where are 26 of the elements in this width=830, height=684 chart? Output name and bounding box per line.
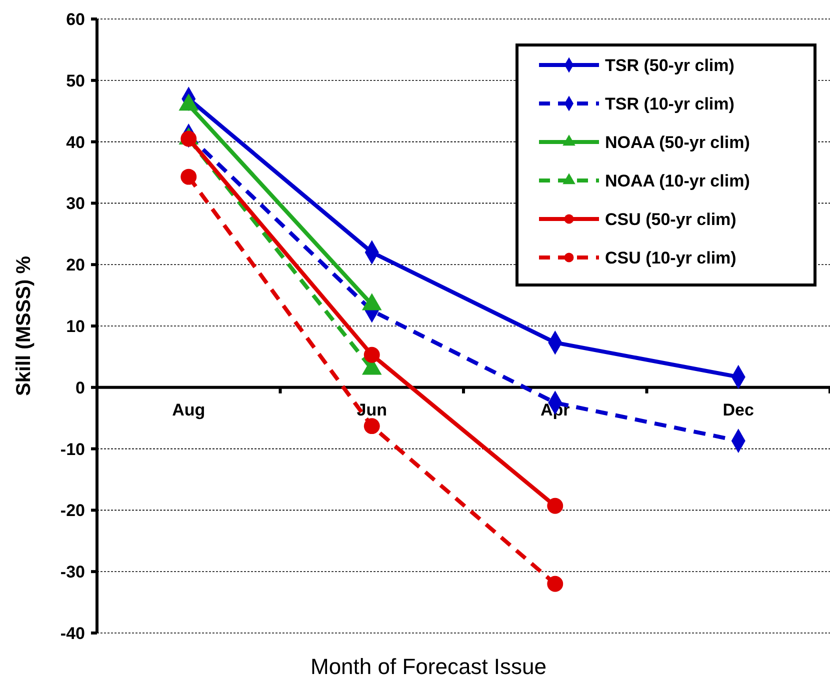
- x-tick-label: Dec: [722, 400, 754, 420]
- y-tick-label: 10: [66, 316, 85, 336]
- legend-label: TSR (50-yr clim): [605, 56, 734, 75]
- y-tick-label: 30: [66, 194, 85, 214]
- legend-label: NOAA (50-yr clim): [605, 132, 750, 152]
- x-axis-title: Month of Forecast Issue: [310, 654, 546, 679]
- point: [547, 498, 564, 514]
- point: [364, 418, 380, 434]
- y-tick-label: 0: [76, 378, 85, 398]
- y-tick-label: -30: [60, 562, 85, 582]
- legend-label: NOAA (10-yr clim): [605, 171, 750, 190]
- y-tick-label: -20: [60, 501, 85, 520]
- x-tick-label: Aug: [172, 400, 206, 420]
- y-tick-label: -10: [60, 440, 85, 459]
- x-tick-label: Jun: [356, 400, 387, 420]
- y-tick-label: 20: [66, 256, 85, 275]
- legend-label: CSU (10-yr clim): [605, 248, 736, 268]
- y-axis-title: Skill (MSSS) %: [13, 256, 35, 396]
- legend-label: TSR (10-yr clim): [605, 94, 734, 114]
- y-tick-label: -40: [60, 624, 85, 643]
- point: [180, 168, 197, 185]
- legend-label: CSU (50-yr clim): [605, 210, 736, 229]
- point: [547, 576, 564, 592]
- y-tick-label: 60: [66, 10, 85, 29]
- y-tick-label: 50: [66, 71, 85, 90]
- y-tick-label: 40: [66, 132, 85, 152]
